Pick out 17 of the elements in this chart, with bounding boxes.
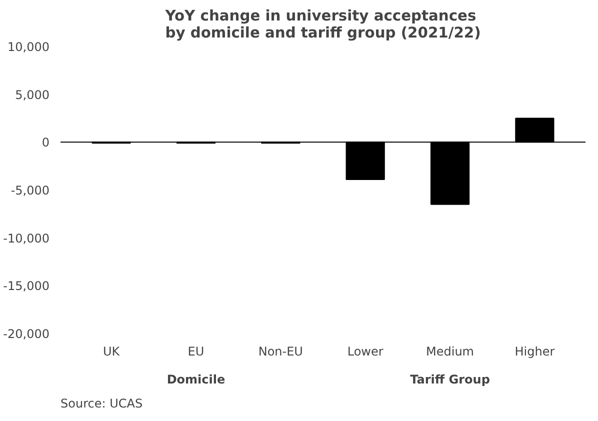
y-tick-label: 0 <box>42 136 50 150</box>
source-note: Source: UCAS <box>60 396 143 410</box>
chart-title: YoY change in university acceptances by domicile and tariff group (2021/22) <box>164 8 481 42</box>
x-tick-label: Non-EU <box>258 344 303 358</box>
y-tick-label: 10,000 <box>8 40 50 54</box>
text: Domicile <box>166 372 226 386</box>
y-tick-label: -5,000 <box>10 184 50 198</box>
x-tick-label: UK <box>102 344 121 358</box>
x-tick-label: EU <box>188 344 204 358</box>
x-tick-label: Medium <box>426 344 474 358</box>
text: Tariff Group <box>410 372 490 386</box>
y-tick-label: -10,000 <box>3 231 50 246</box>
y-tick-label: 5,000 <box>15 88 50 102</box>
x-tick-label: Lower <box>347 344 384 358</box>
x-tick-label: Higher <box>514 344 555 358</box>
y-tick-label: -20,000 <box>3 327 50 341</box>
y-tick-label: -15,000 <box>3 279 50 294</box>
